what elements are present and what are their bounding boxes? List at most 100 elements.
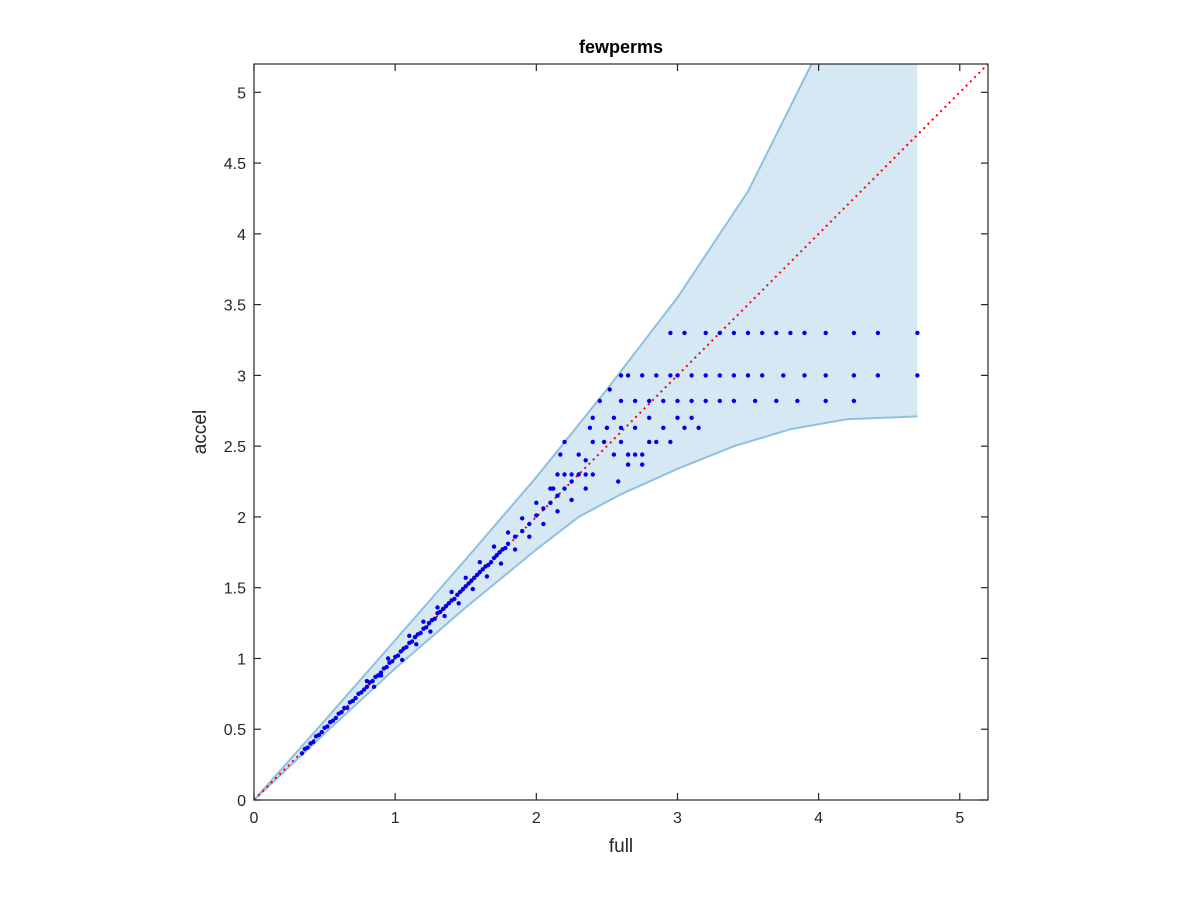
data-point	[418, 630, 423, 636]
data-point	[339, 710, 344, 715]
data-point	[432, 616, 437, 621]
data-point	[795, 398, 800, 404]
data-point	[534, 500, 539, 505]
data-point	[311, 739, 316, 745]
data-point	[414, 642, 419, 647]
data-point	[477, 560, 482, 565]
data-point	[569, 479, 574, 484]
data-point	[562, 439, 567, 445]
data-point	[781, 373, 786, 378]
data-point	[350, 698, 355, 704]
data-point	[774, 330, 779, 336]
data-point	[851, 398, 857, 404]
data-point	[668, 373, 673, 378]
data-point	[675, 398, 680, 404]
data-point	[361, 687, 367, 692]
data-point	[512, 547, 518, 552]
data-point	[590, 472, 595, 477]
data-point	[607, 387, 612, 392]
data-point	[717, 373, 722, 378]
data-point	[353, 695, 358, 701]
data-point	[316, 732, 322, 738]
y-tick-label: 5	[237, 85, 246, 102]
data-point	[745, 373, 751, 378]
data-point	[484, 574, 490, 579]
data-point	[590, 439, 595, 445]
data-point	[625, 462, 631, 467]
data-points	[299, 330, 920, 756]
data-point	[576, 452, 581, 457]
data-point	[491, 555, 497, 561]
data-point	[412, 635, 418, 640]
data-point	[480, 567, 485, 572]
data-point	[330, 718, 336, 723]
data-point	[555, 509, 560, 514]
data-point	[404, 644, 409, 650]
data-point	[618, 373, 624, 378]
data-point	[647, 439, 652, 445]
data-point	[488, 560, 494, 565]
data-point	[597, 398, 602, 404]
data-point	[668, 439, 673, 445]
data-point	[446, 601, 451, 606]
data-point	[604, 425, 610, 430]
confidence-band	[254, 64, 918, 800]
y-axis-label: accel	[190, 410, 211, 454]
data-point	[875, 373, 881, 378]
data-point	[703, 330, 708, 336]
data-point	[569, 497, 574, 503]
data-point	[474, 572, 480, 578]
data-point	[497, 550, 502, 555]
data-point	[647, 398, 652, 404]
data-point	[395, 653, 401, 658]
y-tick-label: 2.5	[224, 439, 246, 456]
data-point	[745, 330, 751, 336]
data-point	[426, 620, 432, 626]
y-tick-label: 0	[237, 793, 246, 810]
data-point	[774, 398, 779, 404]
x-tick-label: 1	[391, 810, 400, 827]
y-tick-label: 4.5	[224, 156, 246, 173]
data-point	[505, 541, 511, 546]
data-point	[802, 373, 807, 378]
data-point	[512, 534, 518, 539]
data-point	[689, 398, 694, 404]
data-point	[421, 619, 426, 624]
data-point	[371, 684, 377, 689]
data-point	[345, 705, 350, 711]
data-point	[703, 398, 708, 404]
data-point	[491, 544, 497, 549]
data-point	[915, 330, 920, 336]
data-point	[562, 486, 567, 491]
data-point	[460, 586, 466, 592]
y-tick-label: 1	[237, 651, 246, 668]
data-point	[760, 373, 765, 378]
data-point	[668, 330, 673, 336]
y-tick-label: 3	[237, 368, 246, 385]
y-tick-label: 1.5	[224, 581, 246, 598]
data-point	[590, 415, 595, 420]
data-point	[558, 452, 563, 457]
data-point	[305, 745, 310, 750]
data-point	[364, 678, 370, 684]
data-point	[319, 729, 324, 735]
data-point	[400, 657, 405, 663]
data-point	[520, 528, 525, 534]
x-tick-label: 2	[532, 810, 541, 827]
data-point	[675, 373, 680, 378]
band-upper-edge	[254, 64, 813, 800]
data-point	[576, 472, 581, 477]
data-point	[654, 373, 659, 378]
data-point	[456, 601, 461, 606]
data-point	[731, 398, 737, 404]
data-point	[443, 603, 449, 609]
data-point	[682, 425, 687, 430]
data-point	[851, 373, 857, 378]
data-point	[562, 472, 567, 477]
data-point	[438, 609, 443, 614]
chart-title: fewperms	[579, 37, 663, 57]
data-point	[541, 521, 546, 527]
data-point	[541, 506, 546, 511]
data-point	[520, 516, 525, 521]
data-point	[731, 330, 737, 336]
